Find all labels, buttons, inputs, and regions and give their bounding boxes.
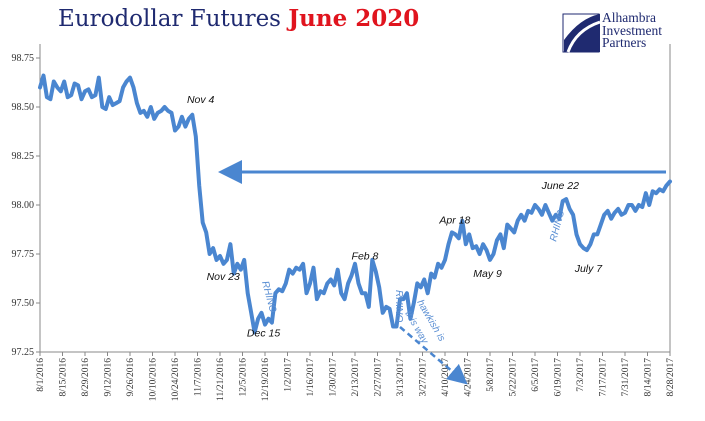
title-main: Eurodollar Futures [58,6,281,32]
y-tick-label: 98.25 [12,151,35,162]
x-tick-label: 7/17/2017 [599,358,609,397]
x-tick-label: 10/24/2016 [171,358,181,402]
date-annotation: July 7 [574,263,604,275]
x-tick-label: 4/10/2017 [441,358,451,397]
date-annotation: Nov 23 [207,271,240,283]
x-tick-label: 7/31/2017 [621,358,631,397]
x-axis-ticks: 8/1/2016 8/15/2016 8/29/2016 9/12/2016 9/26/… [36,352,676,401]
rhino-label-1: RHINO [259,280,278,314]
y-tick-label: 97.25 [12,347,35,358]
x-tick-label: 9/12/2016 [104,358,114,397]
date-annotation: Nov 4 [187,94,215,106]
x-tick-label: 3/13/2017 [396,358,406,397]
date-annotation: May 9 [473,268,502,280]
x-tick-label: 6/19/2017 [554,358,564,397]
y-tick-label: 98.00 [12,200,35,211]
rhino-label-2: RHINO [393,290,404,322]
x-tick-label: 1/2/2017 [284,358,294,392]
y-tick-label: 98.75 [12,53,35,64]
x-tick-label: 2/13/2017 [351,358,361,397]
x-tick-label: 5/22/2017 [509,358,519,397]
logo-line-1: Alhambra [602,10,656,25]
x-tick-label: 8/1/2016 [36,358,46,392]
y-tick-label: 98.50 [12,102,35,113]
x-tick-label: 8/29/2016 [81,358,91,397]
x-tick-label: 9/26/2016 [126,358,136,397]
x-tick-label: 7/3/2017 [576,358,586,392]
logo-swoosh-icon [562,13,601,53]
date-annotation: Apr 18 [438,214,470,226]
chart-title: Eurodollar Futures June 2020 [58,5,419,32]
date-annotations: Nov 4 Nov 23 Dec 15 Feb 8 Apr 18 May 9 June 22… [187,94,603,340]
x-tick-label: 3/27/2017 [419,358,429,397]
x-tick-label: 10/10/2016 [149,358,159,402]
date-annotation: June 22 [541,180,580,192]
logo-line-3: Partners [602,35,647,50]
date-annotation: Dec 15 [247,328,280,340]
x-tick-label: 12/5/2016 [239,358,249,397]
company-logo: Alhambra Investment Partners [562,10,702,60]
x-tick-label: 8/15/2016 [59,358,69,397]
y-tick-label: 97.50 [12,298,35,309]
y-tick-label: 97.75 [12,249,35,260]
annotation-arrows [218,160,666,385]
date-annotation: Feb 8 [352,250,379,262]
hawkish-arrow [399,326,468,385]
logo-line-2: Investment [602,22,662,38]
x-tick-label: 1/30/2017 [329,358,339,397]
y-axis-ticks: 98.75 98.50 98.25 98.00 97.75 97.50 97.25 [12,53,40,358]
x-tick-label: 12/19/2016 [261,358,271,402]
x-tick-label: 5/8/2017 [486,358,496,392]
x-tick-label: 8/28/2017 [666,358,676,397]
x-tick-label: 11/7/2016 [194,358,204,396]
x-tick-label: 4/24/2017 [464,358,474,397]
x-tick-label: 11/21/2016 [216,358,226,401]
x-tick-label: 1/16/2017 [306,358,316,397]
title-accent: June 2020 [288,5,420,32]
x-tick-label: 6/5/2017 [531,358,541,392]
x-tick-label: 8/14/2017 [644,358,654,397]
x-tick-label: 2/27/2017 [374,358,384,397]
series-line [38,73,672,335]
